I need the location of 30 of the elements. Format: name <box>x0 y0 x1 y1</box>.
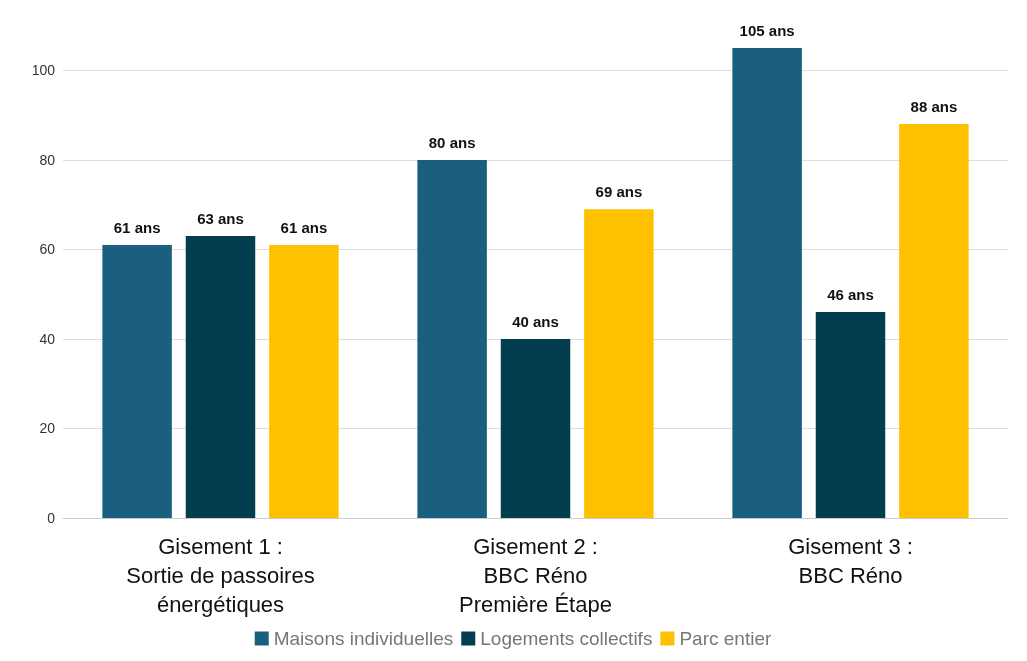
y-tick-label: 20 <box>39 420 56 437</box>
x-tick-label: Gisement 3 : BBC Réno <box>788 534 913 588</box>
legend-label: Logements collectifs <box>480 628 653 649</box>
legend-label: Maisons individuelles <box>273 628 454 649</box>
bar <box>732 48 802 518</box>
data-label: 80 ans <box>428 133 476 151</box>
legend-label: Parc entier <box>679 628 772 649</box>
x-tick-label: Gisement 2 : BBC Réno Première Étape <box>459 534 612 617</box>
y-tick-label: 100 <box>31 62 56 79</box>
bar <box>500 338 571 518</box>
data-label: 88 ans <box>910 98 958 116</box>
bar <box>584 209 654 518</box>
x-tick-label: Gisement 1 : Sortie de passoires énergétiques <box>126 534 315 617</box>
data-label: 105 ans <box>739 22 795 39</box>
y-tick-label: 0 <box>47 510 56 526</box>
bar <box>185 236 256 518</box>
y-tick-label: 40 <box>39 330 56 347</box>
data-label: 69 ans <box>595 183 643 201</box>
bar <box>815 312 886 518</box>
bar <box>269 244 339 518</box>
data-label: 61 ans <box>280 218 328 236</box>
bar <box>899 124 969 518</box>
y-tick-label: 60 <box>39 241 56 258</box>
bar <box>417 159 487 518</box>
data-label: 63 ans <box>197 210 244 227</box>
data-label: 61 ans <box>113 218 161 236</box>
data-label: 46 ans <box>827 286 874 304</box>
data-label: 40 ans <box>512 312 559 330</box>
y-tick-label: 80 <box>39 151 56 168</box>
bar <box>102 244 172 518</box>
